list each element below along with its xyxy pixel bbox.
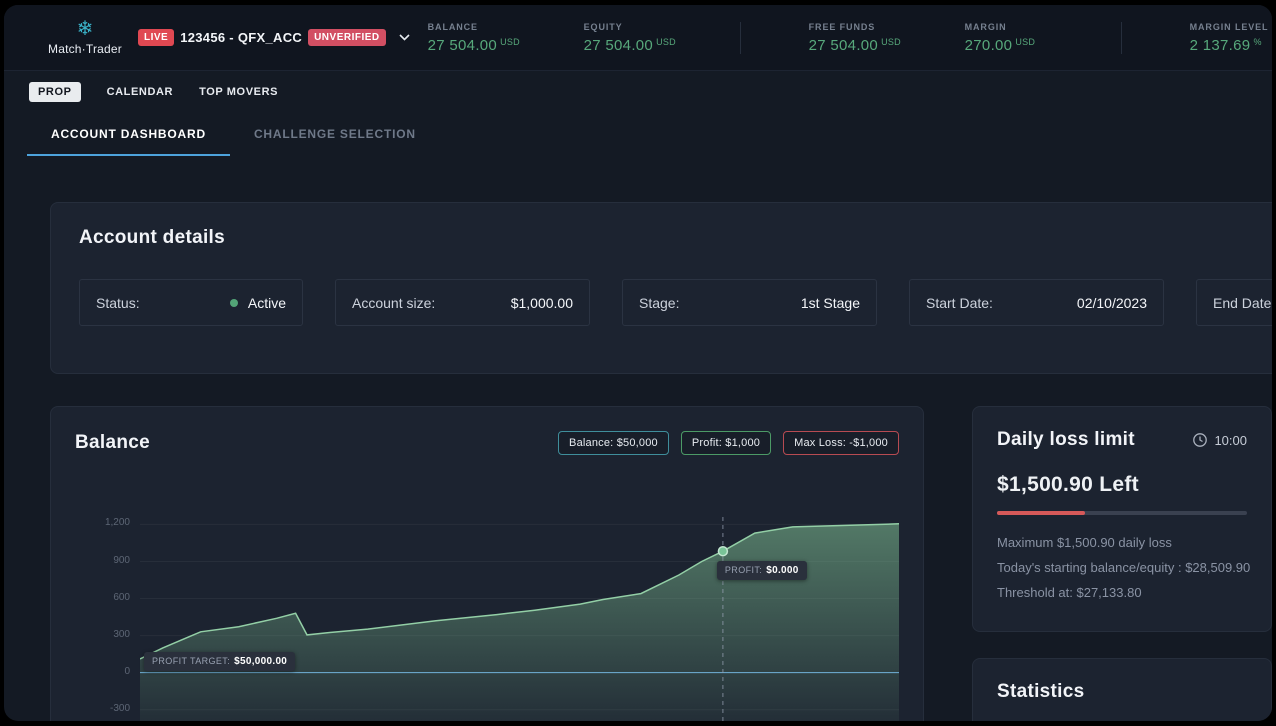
y-axis-tick: 900 bbox=[113, 554, 130, 566]
field-stage-value: 1st Stage bbox=[800, 294, 860, 311]
daily-loss-header: Daily loss limit 10:00 bbox=[997, 429, 1247, 451]
live-badge: LIVE bbox=[137, 29, 175, 46]
field-start-date-label: Start Date: bbox=[926, 294, 993, 311]
stat-margin: MARGIN 270.00 USD bbox=[965, 22, 1105, 54]
daily-loss-timer: 10:00 bbox=[1192, 432, 1247, 448]
tab-top-movers[interactable]: TOP MOVERS bbox=[199, 86, 279, 98]
chevron-down-icon[interactable] bbox=[399, 34, 410, 41]
stat-equity-value: 27 504.00 USD bbox=[583, 36, 676, 54]
daily-loss-progress-track bbox=[997, 511, 1247, 515]
stat-margin-level-label: MARGIN LEVEL bbox=[1189, 21, 1269, 32]
stat-equity-label: EQUITY bbox=[583, 21, 623, 32]
stat-balance: BALANCE 27 504.00 USD bbox=[428, 22, 568, 54]
daily-loss-notes: Maximum $1,500.90 daily loss Today's sta… bbox=[997, 530, 1251, 605]
dashboard-row: Balance Balance: $50,000 Profit: $1,000 … bbox=[50, 406, 1272, 721]
legend-profit-chip[interactable]: Profit: $1,000 bbox=[680, 431, 772, 455]
field-account-size-value: $1,000.00 bbox=[510, 294, 573, 311]
statistics-card: Statistics bbox=[972, 658, 1272, 721]
balance-chart-plot[interactable]: PROFIT TARGET: $50,000.00 PROFIT: $0.000 bbox=[140, 517, 899, 721]
balance-card: Balance Balance: $50,000 Profit: $1,000 … bbox=[50, 406, 924, 721]
tab-prop[interactable]: PROP bbox=[29, 82, 81, 102]
account-details-card: Account details Status: Active Account s… bbox=[50, 202, 1272, 374]
balance-chart-svg bbox=[140, 517, 899, 721]
brand-logo: ❄ Match·Trader bbox=[48, 19, 122, 56]
tab-calendar[interactable]: CALENDAR bbox=[106, 86, 174, 98]
y-axis-tick: 0 bbox=[124, 665, 130, 677]
stat-balance-value: 27 504.00 USD bbox=[427, 36, 520, 54]
legend-balance-chip[interactable]: Balance: $50,000 bbox=[558, 431, 669, 455]
stat-equity: EQUITY 27 504.00 USD bbox=[584, 22, 724, 54]
tab-challenge-selection[interactable]: CHALLENGE SELECTION bbox=[253, 127, 416, 141]
daily-loss-time: 10:00 bbox=[1214, 432, 1247, 448]
y-axis-tick: 1,200 bbox=[104, 517, 130, 529]
balance-chart: 1,200 900 600 300 0 -300 PROFIT TARGET: $50,00… bbox=[75, 517, 899, 721]
snowflake-logo-icon: ❄ bbox=[76, 18, 94, 40]
right-column: Daily loss limit 10:00 $1,500.90 Left bbox=[972, 406, 1272, 721]
y-axis-tick: -300 bbox=[109, 702, 130, 714]
tooltip-text: PROFIT: bbox=[724, 565, 763, 576]
stat-margin-level: MARGIN LEVEL 2 137.69% bbox=[1190, 22, 1272, 54]
main-nav: PROP CALENDAR TOP MOVERS bbox=[4, 71, 1272, 111]
account-selector[interactable]: LIVE 123456 - QFX_ACC UNVERIFIED bbox=[137, 29, 410, 46]
chart-tooltip: PROFIT: $0.000 bbox=[716, 561, 807, 581]
note-threshold: Threshold at: $27,133.80 bbox=[997, 585, 1142, 600]
stat-margin-label: MARGIN bbox=[964, 21, 1007, 32]
daily-loss-title: Daily loss limit bbox=[997, 429, 1135, 450]
daily-loss-card: Daily loss limit 10:00 $1,500.90 Left bbox=[972, 406, 1272, 632]
y-axis-tick: 600 bbox=[113, 591, 130, 603]
daily-loss-progress-fill bbox=[997, 511, 1085, 515]
header-divider bbox=[739, 21, 741, 54]
field-status: Status: Active bbox=[79, 279, 303, 326]
stat-free-funds-label: FREE FUNDS bbox=[808, 21, 876, 32]
balance-title: Balance bbox=[75, 432, 150, 453]
stat-free-funds: FREE FUNDS 27 504.00 USD bbox=[809, 22, 949, 54]
sub-nav: ACCOUNT DASHBOARD CHALLENGE SELECTION bbox=[4, 117, 1272, 156]
field-account-size-label: Account size: bbox=[352, 294, 436, 311]
note-max-daily-loss: Maximum $1,500.90 daily loss bbox=[997, 535, 1172, 550]
tab-account-dashboard[interactable]: ACCOUNT DASHBOARD bbox=[27, 117, 230, 156]
profit-target-text: PROFIT TARGET: bbox=[152, 655, 231, 666]
main-content: Account details Status: Active Account s… bbox=[4, 156, 1272, 721]
statistics-title: Statistics bbox=[997, 681, 1085, 702]
chart-legend: Balance: $50,000 Profit: $1,000 Max Loss… bbox=[558, 431, 899, 455]
tooltip-value: $0.000 bbox=[766, 565, 799, 577]
status-active-dot bbox=[229, 298, 238, 307]
header-stats: BALANCE 27 504.00 USD EQUITY 27 504.00 USD… bbox=[428, 21, 1272, 54]
clock-icon bbox=[1192, 432, 1208, 448]
brand-name: Match·Trader bbox=[48, 42, 122, 56]
field-end-date: End Date: bbox=[1196, 279, 1272, 326]
stat-balance-label: BALANCE bbox=[427, 21, 478, 32]
legend-max-loss-chip[interactable]: Max Loss: -$1,000 bbox=[783, 431, 899, 455]
unverified-badge: UNVERIFIED bbox=[308, 29, 386, 46]
account-details-title: Account details bbox=[79, 227, 225, 248]
field-start-date: Start Date: 02/10/2023 bbox=[909, 279, 1164, 326]
stat-margin-level-value: 2 137.69% bbox=[1189, 36, 1262, 54]
field-status-value: Active bbox=[229, 295, 286, 311]
field-status-label: Status: bbox=[96, 294, 140, 311]
field-stage: Stage: 1st Stage bbox=[622, 279, 877, 326]
stat-free-funds-value: 27 504.00 USD bbox=[808, 36, 901, 54]
chart-y-axis: 1,200 900 600 300 0 -300 bbox=[75, 517, 130, 721]
field-end-date-label: End Date: bbox=[1213, 294, 1272, 311]
profit-target-value: $50,000.00 bbox=[234, 655, 288, 667]
top-bar: ❄ Match·Trader LIVE 123456 - QFX_ACC UNV… bbox=[4, 5, 1272, 71]
y-axis-tick: 300 bbox=[113, 628, 130, 640]
field-start-date-value: 02/10/2023 bbox=[1076, 294, 1147, 311]
profit-target-label: PROFIT TARGET: $50,000.00 bbox=[144, 651, 296, 671]
note-starting-balance: Today's starting balance/equity : $28,50… bbox=[997, 560, 1251, 575]
daily-loss-remaining: $1,500.90 Left bbox=[997, 473, 1139, 496]
account-details-fields: Status: Active Account size: $1,000.00 S… bbox=[79, 279, 1272, 326]
stat-margin-value: 270.00 USD bbox=[964, 36, 1036, 54]
field-stage-label: Stage: bbox=[639, 294, 680, 311]
app-window: ❄ Match·Trader LIVE 123456 - QFX_ACC UNV… bbox=[4, 5, 1272, 721]
field-account-size: Account size: $1,000.00 bbox=[335, 279, 590, 326]
header-divider bbox=[1120, 21, 1122, 54]
account-name: 123456 - QFX_ACC bbox=[180, 30, 303, 45]
balance-card-header: Balance Balance: $50,000 Profit: $1,000 … bbox=[75, 431, 899, 455]
